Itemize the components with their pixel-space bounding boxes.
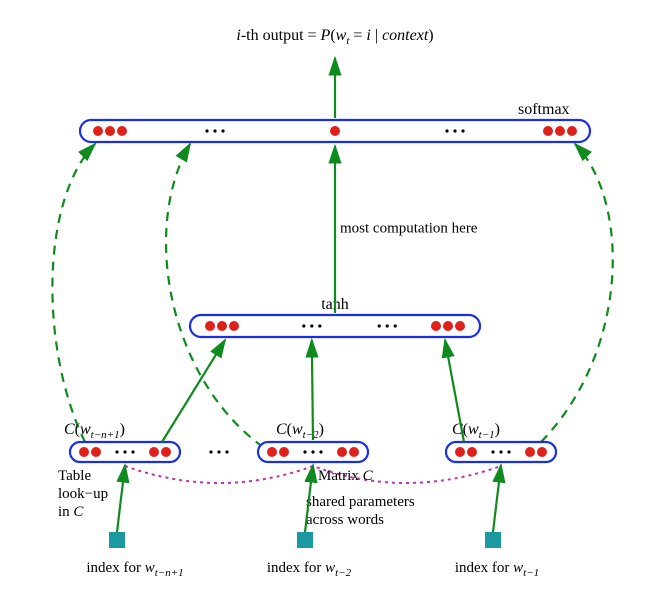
ellipsis-dot <box>217 450 220 453</box>
index-label-2: index for wt−2 <box>267 560 352 579</box>
ellipsis-dot <box>319 450 322 453</box>
ellipsis-dot <box>221 129 224 132</box>
index-square-1-arrow <box>117 465 125 532</box>
ellipsis-dot <box>394 324 397 327</box>
ellipsis-dot <box>310 324 313 327</box>
neuron-dot <box>337 447 347 457</box>
neuron-dot <box>455 321 465 331</box>
ellipsis-dot <box>115 450 118 453</box>
neuron-dot <box>205 321 215 331</box>
C-label-3: C(wt−1) <box>452 421 500 441</box>
ellipsis-dot <box>318 324 321 327</box>
shared-params-label-2: across words <box>306 512 384 528</box>
neuron-dot <box>349 447 359 457</box>
ellipsis-dot <box>225 450 228 453</box>
ellipsis-dot <box>123 450 126 453</box>
neuron-dot <box>149 447 159 457</box>
skip-connection-arrow <box>166 144 263 447</box>
ellipsis-dot <box>499 450 502 453</box>
softmax-label: softmax <box>518 101 570 118</box>
neuron-dot <box>567 126 577 136</box>
ellipsis-dot <box>507 450 510 453</box>
diagram-canvas: softmax i-th output = P(wt = i | context)… <box>0 0 670 599</box>
neuron-dot <box>279 447 289 457</box>
ellipsis-dot <box>386 324 389 327</box>
neuron-dot <box>543 126 553 136</box>
neuron-dot <box>79 447 89 457</box>
output-equation: i-th output = P(wt = i | context) <box>236 27 433 47</box>
neuron-dot <box>537 447 547 457</box>
table-lookup-label-2: look−up <box>58 486 108 502</box>
neuron-dot <box>467 447 477 457</box>
ellipsis-dot <box>461 129 464 132</box>
matrix-c-label: Matrix C <box>318 468 374 484</box>
shared-params-label-1: shared parameters <box>306 494 415 510</box>
index-square-2 <box>297 532 313 548</box>
neuron-dot <box>161 447 171 457</box>
ellipsis-dot <box>445 129 448 132</box>
most-computation-label: most computation here <box>340 221 478 237</box>
neuron-dot <box>431 321 441 331</box>
index-square-1 <box>109 532 125 548</box>
skip-connection-arrow <box>541 144 613 442</box>
ellipsis-dot <box>302 324 305 327</box>
neuron-dot <box>455 447 465 457</box>
neuron-dot <box>117 126 127 136</box>
index-square-3 <box>485 532 501 548</box>
neuron-dot <box>93 126 103 136</box>
neuron-dot <box>267 447 277 457</box>
ellipsis-dot <box>311 450 314 453</box>
table-lookup-label-1: Table <box>58 468 91 484</box>
C-label-2: C(wt−2) <box>276 421 324 441</box>
neuron-dot <box>330 126 340 136</box>
ellipsis-dot <box>303 450 306 453</box>
index-label-1: index for wt−n+1 <box>86 560 183 579</box>
ellipsis-dot <box>378 324 381 327</box>
index-label-3: index for wt−1 <box>455 560 539 579</box>
ellipsis-dot <box>209 450 212 453</box>
neuron-dot <box>91 447 101 457</box>
table-lookup-label-3: in C <box>58 504 84 520</box>
neuron-dot <box>105 126 115 136</box>
arrow-emb1-to-tanh <box>162 340 225 442</box>
C-label-1: C(wt−n+1) <box>64 421 125 441</box>
ellipsis-dot <box>213 129 216 132</box>
ellipsis-dot <box>491 450 494 453</box>
neuron-dot <box>217 321 227 331</box>
ellipsis-dot <box>131 450 134 453</box>
ellipsis-dot <box>205 129 208 132</box>
ellipsis-dot <box>453 129 456 132</box>
skip-connection-arrow <box>52 144 95 442</box>
neuron-dot <box>443 321 453 331</box>
index-square-3-arrow <box>493 465 501 532</box>
neuron-dot <box>525 447 535 457</box>
arrow-emb2-to-tanh <box>312 340 313 440</box>
neuron-dot <box>555 126 565 136</box>
neuron-dot <box>229 321 239 331</box>
